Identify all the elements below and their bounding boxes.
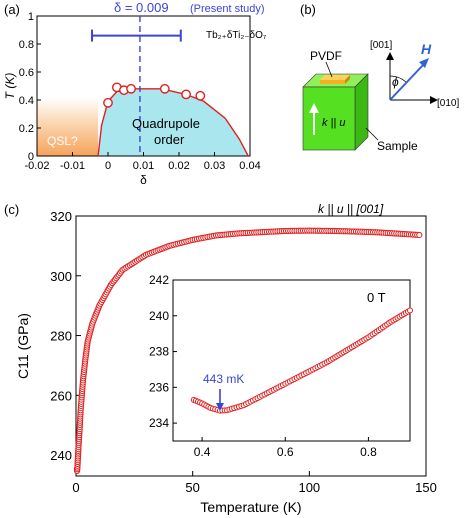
data-point — [181, 89, 192, 100]
quadrupole-label-2: order — [154, 132, 185, 147]
ku-arrowhead — [309, 103, 319, 113]
axis-001-label: [001] — [370, 40, 392, 51]
annotation-k-u: k || u || [001] — [318, 202, 384, 216]
inset-y-tick-label: 242 — [149, 273, 169, 287]
x-tick-label: 0.01 — [133, 160, 154, 172]
data-point — [416, 231, 423, 239]
y-tick-label: 0.6 — [19, 67, 34, 79]
phi-label: ϕ — [392, 75, 399, 89]
y-tick-label: 1 — [28, 11, 34, 23]
y-tick-label: 0.2 — [19, 123, 34, 135]
pvdf-top — [320, 75, 350, 80]
h-label: H — [421, 41, 432, 57]
inset-frame — [172, 279, 411, 442]
inset-data-point — [407, 307, 413, 314]
panel-label-c: (c) — [4, 202, 19, 217]
y-tick-label: 0.4 — [19, 95, 34, 107]
x-tick-label: 100 — [298, 480, 320, 495]
inset-x-tick-label: 0.4 — [194, 445, 211, 459]
x-tick-label: -0.02 — [24, 160, 49, 172]
y-tick-label: 260 — [50, 388, 72, 403]
x-tick-label: 0.02 — [168, 160, 189, 172]
x-axis-label: δ — [140, 173, 147, 187]
pvdf-right — [345, 75, 350, 84]
panel-c: 0 50 100 150 240 260 280 300 320 Temperature (K) C… — [15, 202, 437, 515]
data-point — [195, 90, 206, 101]
qsl-label: QSL? — [47, 134, 78, 148]
x-tick-label: 150 — [415, 480, 437, 495]
y-tick-label: 0 — [28, 151, 34, 163]
x-tick-label: -0.01 — [60, 160, 85, 172]
x-tick-label: 0.03 — [204, 160, 225, 172]
quadrupole-label-1: Quadrupole — [132, 116, 200, 131]
phi-arc — [389, 75, 407, 83]
cube-right — [354, 73, 369, 151]
ku-label: k || u — [322, 117, 345, 129]
data-point — [126, 83, 136, 94]
pvdf-label: PVDF — [310, 49, 342, 63]
panel-a: -0.02 -0.01 0 0.01 0.02 0.03 0.04 0 0.2 0.4 0.6 0.8… — [3, 0, 267, 187]
y-tick-label: 320 — [50, 209, 72, 224]
x-axis-label: Temperature (K) — [200, 499, 301, 515]
inset-x-tick-label: 0.6 — [277, 445, 294, 459]
qsl-region — [37, 97, 99, 156]
data-point — [103, 97, 113, 108]
y-tick-label: 0.8 — [19, 39, 34, 51]
panel-b: PVDF k || u Sample [001] [010] H ϕ — [302, 40, 459, 153]
axis-010-arrowhead — [430, 96, 438, 104]
sample-label: Sample — [377, 139, 418, 153]
x-tick-label: 0.04 — [239, 160, 260, 172]
quadrupole-region — [98, 88, 249, 156]
inset-field-label: 0 T — [367, 290, 386, 305]
y-tick-label: 240 — [50, 448, 72, 463]
pvdf-pointer — [325, 61, 333, 78]
data-point — [159, 83, 170, 94]
inset-y-tick-label: 240 — [149, 309, 169, 323]
inset-y-tick-label: 236 — [149, 380, 169, 394]
inset-marker-label: 443 mK — [203, 372, 244, 386]
y-tick-label: 280 — [50, 329, 72, 344]
axis-010-label: [010] — [437, 98, 459, 109]
pvdf-front — [320, 80, 345, 84]
axes-frame — [75, 215, 427, 477]
inset-y-tick-label: 234 — [149, 416, 169, 430]
inset-x-tick-label: 0.8 — [360, 445, 377, 459]
x-tick-label: 50 — [185, 480, 199, 495]
y-axis-label: C11 (GPa) — [15, 313, 31, 379]
panel-label-a: (a) — [4, 2, 20, 17]
cube-front — [302, 86, 356, 151]
panel-label-b: (b) — [300, 2, 316, 17]
axis-001-arrowhead — [386, 52, 394, 60]
y-axis-label: T (K) — [3, 73, 17, 100]
sample-pointer — [365, 127, 379, 141]
delta-annotation: δ = 0.009 — [114, 0, 169, 15]
h-arrowhead — [419, 58, 429, 68]
h-vector — [389, 63, 425, 101]
inset-y-tick-label: 238 — [149, 345, 169, 359]
formula-label: Tb₂₊δTi₂₋δO₇ — [206, 30, 267, 41]
x-tick-label: 0 — [72, 480, 79, 495]
marker-arrowhead — [215, 403, 224, 411]
x-tick-label: 0 — [105, 160, 111, 172]
y-tick-label: 300 — [50, 269, 72, 284]
delta-note: (Present study) — [190, 3, 265, 15]
